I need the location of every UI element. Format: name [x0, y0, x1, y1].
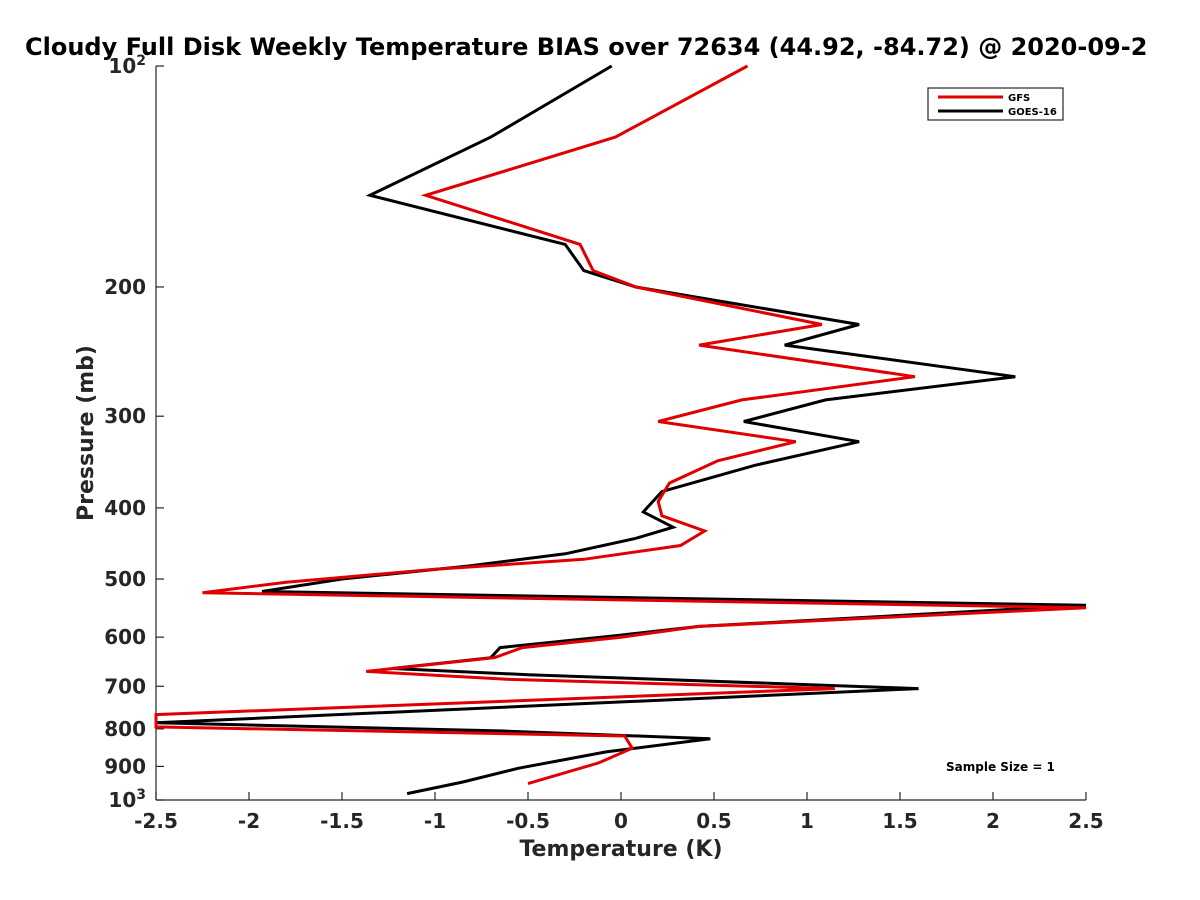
y-tick-label: 800	[104, 717, 146, 741]
plot-frame	[155, 66, 1086, 801]
legend-box	[927, 87, 1064, 121]
x-tick-label: 1	[800, 809, 814, 833]
x-tick-label: -1	[424, 809, 446, 833]
y-tick-label: 102	[108, 53, 146, 78]
sample-size-annotation: Sample Size = 1	[946, 760, 1055, 774]
y-tick-label: 500	[104, 567, 146, 591]
y-tick-label: 103	[108, 787, 146, 812]
y-tick-label: 700	[104, 674, 146, 698]
x-tick-label: -2.5	[134, 809, 178, 833]
legend-items: GFS GOES-16	[938, 93, 1057, 118]
series-layer	[154, 64, 1087, 796]
series-line-gfs	[154, 64, 1087, 786]
x-tick-label: -2	[238, 809, 260, 833]
y-tick-label: 200	[104, 275, 146, 299]
y-tick-label: 300	[104, 404, 146, 428]
x-tick-label: 0.5	[696, 809, 731, 833]
legend: GFS GOES-16	[927, 87, 1064, 121]
x-tick-label: -1.5	[320, 809, 364, 833]
legend-label: GOES-16	[1008, 107, 1057, 118]
series-line-goes-16	[155, 64, 1087, 796]
x-tick-label: -0.5	[506, 809, 550, 833]
legend-label: GFS	[1008, 93, 1030, 104]
x-tick-label: 2.5	[1068, 809, 1103, 833]
chart-title: Cloudy Full Disk Weekly Temperature BIAS…	[25, 33, 1147, 61]
x-tick-label: 2	[986, 809, 1000, 833]
y-tick-label: 400	[104, 496, 146, 520]
x-tick-label: 0	[614, 809, 628, 833]
y-axis-title: Pressure (mb)	[74, 345, 99, 521]
x-tick-label: 1.5	[882, 809, 917, 833]
x-axis-ticks: -2.5 -2 -1.5 -1 -0.5 0 0.5 1 1.5 2 2.5	[134, 792, 1104, 833]
x-axis-title: Temperature (K)	[519, 837, 722, 862]
y-tick-label: 900	[104, 754, 146, 778]
y-tick-label: 600	[104, 625, 146, 649]
y-axis-ticks: 102 200 300 400 500 600 700 800 900 103	[104, 53, 164, 812]
